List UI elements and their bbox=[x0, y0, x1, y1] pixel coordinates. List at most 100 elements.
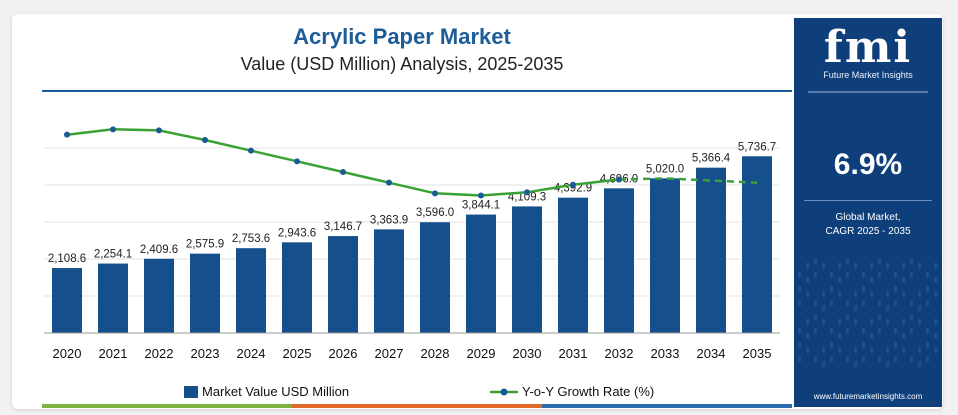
bar bbox=[466, 214, 496, 333]
bar bbox=[696, 167, 726, 333]
pattern-dash bbox=[926, 286, 929, 292]
pattern-dash bbox=[894, 342, 897, 348]
pattern-dash bbox=[854, 291, 857, 297]
bar-value-label: 2,409.6 bbox=[140, 244, 178, 256]
pattern-dash bbox=[870, 347, 873, 353]
pattern-dash bbox=[870, 263, 873, 269]
pattern-dash bbox=[798, 300, 801, 306]
pattern-dash bbox=[838, 333, 841, 339]
growth-point bbox=[294, 158, 300, 165]
cagr-label-line1: Global Market, bbox=[835, 212, 901, 223]
pattern-dash bbox=[854, 305, 857, 311]
pattern-dash bbox=[798, 356, 801, 362]
pattern-dash bbox=[830, 300, 833, 306]
pattern-dash bbox=[926, 300, 929, 306]
pattern-dash bbox=[910, 356, 913, 362]
pattern-dash bbox=[870, 333, 873, 339]
pattern-dash bbox=[910, 272, 913, 278]
pattern-dash bbox=[878, 272, 881, 278]
bar bbox=[374, 229, 404, 333]
pattern-dash bbox=[814, 300, 817, 306]
pattern-dash bbox=[910, 300, 913, 306]
legend-bar-swatch bbox=[184, 386, 198, 398]
pattern-dash bbox=[918, 319, 921, 325]
website-link[interactable]: www.futuremarketinsights.com bbox=[813, 392, 923, 401]
growth-point bbox=[202, 137, 208, 143]
growth-point bbox=[616, 176, 622, 183]
pattern-dash bbox=[806, 263, 809, 269]
pattern-dash bbox=[870, 319, 873, 325]
pattern-dash bbox=[934, 277, 937, 283]
legend-bar-label: Market Value USD Million bbox=[202, 384, 349, 399]
growth-point bbox=[248, 147, 254, 154]
pattern-dash bbox=[910, 258, 913, 264]
pattern-dash bbox=[806, 333, 809, 339]
pattern-dash bbox=[926, 356, 929, 362]
pattern-dash bbox=[862, 272, 865, 278]
x-tick-label: 2020 bbox=[53, 346, 82, 361]
bar bbox=[420, 222, 450, 333]
pattern-dash bbox=[798, 342, 801, 348]
x-tick-label: 2029 bbox=[467, 346, 496, 361]
pattern-dash bbox=[878, 328, 881, 334]
panel-pattern-icon bbox=[798, 258, 937, 367]
pattern-dash bbox=[806, 319, 809, 325]
x-tick-label: 2032 bbox=[605, 346, 634, 361]
pattern-dash bbox=[838, 291, 841, 297]
bar-value-label: 5,366.4 bbox=[692, 153, 731, 165]
pattern-dash bbox=[830, 286, 833, 292]
pattern-dash bbox=[862, 342, 865, 348]
pattern-dash bbox=[870, 277, 873, 283]
bar bbox=[52, 268, 82, 333]
pattern-dash bbox=[854, 263, 857, 269]
pattern-dash bbox=[830, 342, 833, 348]
pattern-dash bbox=[806, 277, 809, 283]
pattern-dash bbox=[838, 277, 841, 283]
pattern-dash bbox=[894, 356, 897, 362]
pattern-dash bbox=[822, 319, 825, 325]
pattern-dash bbox=[886, 319, 889, 325]
pattern-dash bbox=[886, 347, 889, 353]
x-tick-label: 2024 bbox=[237, 346, 266, 361]
pattern-dash bbox=[814, 328, 817, 334]
pattern-dash bbox=[934, 347, 937, 353]
pattern-dash bbox=[902, 291, 905, 297]
pattern-dash bbox=[902, 277, 905, 283]
logo-wordmark: fmi bbox=[823, 22, 913, 73]
pattern-dash bbox=[902, 263, 905, 269]
pattern-dash bbox=[918, 361, 921, 367]
pattern-dash bbox=[886, 291, 889, 297]
pattern-dash bbox=[806, 291, 809, 297]
x-tick-label: 2021 bbox=[99, 346, 128, 361]
chart-subtitle: Value (USD Million) Analysis, 2025-2035 bbox=[240, 54, 564, 74]
pattern-dash bbox=[822, 291, 825, 297]
pattern-dash bbox=[918, 347, 921, 353]
pattern-dash bbox=[894, 286, 897, 292]
growth-point bbox=[432, 190, 438, 197]
pattern-dash bbox=[934, 263, 937, 269]
pattern-dash bbox=[894, 272, 897, 278]
x-tick-label: 2027 bbox=[375, 346, 404, 361]
pattern-dash bbox=[846, 356, 849, 362]
pattern-dash bbox=[846, 272, 849, 278]
bottom-color-strip bbox=[42, 404, 792, 408]
bar-value-label: 2,254.1 bbox=[94, 249, 132, 261]
bar bbox=[650, 178, 680, 333]
pattern-dash bbox=[814, 272, 817, 278]
pattern-dash bbox=[838, 347, 841, 353]
pattern-dash bbox=[918, 305, 921, 311]
bar bbox=[604, 188, 634, 333]
pattern-dash bbox=[822, 361, 825, 367]
pattern-dash bbox=[862, 300, 865, 306]
pattern-dash bbox=[870, 291, 873, 297]
bar-value-label: 2,108.6 bbox=[48, 253, 86, 265]
x-tick-label: 2022 bbox=[145, 346, 174, 361]
growth-point bbox=[478, 192, 484, 199]
pattern-dash bbox=[846, 314, 849, 320]
growth-point bbox=[156, 127, 162, 134]
pattern-dash bbox=[878, 314, 881, 320]
pattern-dash bbox=[822, 263, 825, 269]
strip-blue bbox=[667, 404, 792, 408]
x-tick-label: 2026 bbox=[329, 346, 358, 361]
bar bbox=[98, 263, 128, 333]
